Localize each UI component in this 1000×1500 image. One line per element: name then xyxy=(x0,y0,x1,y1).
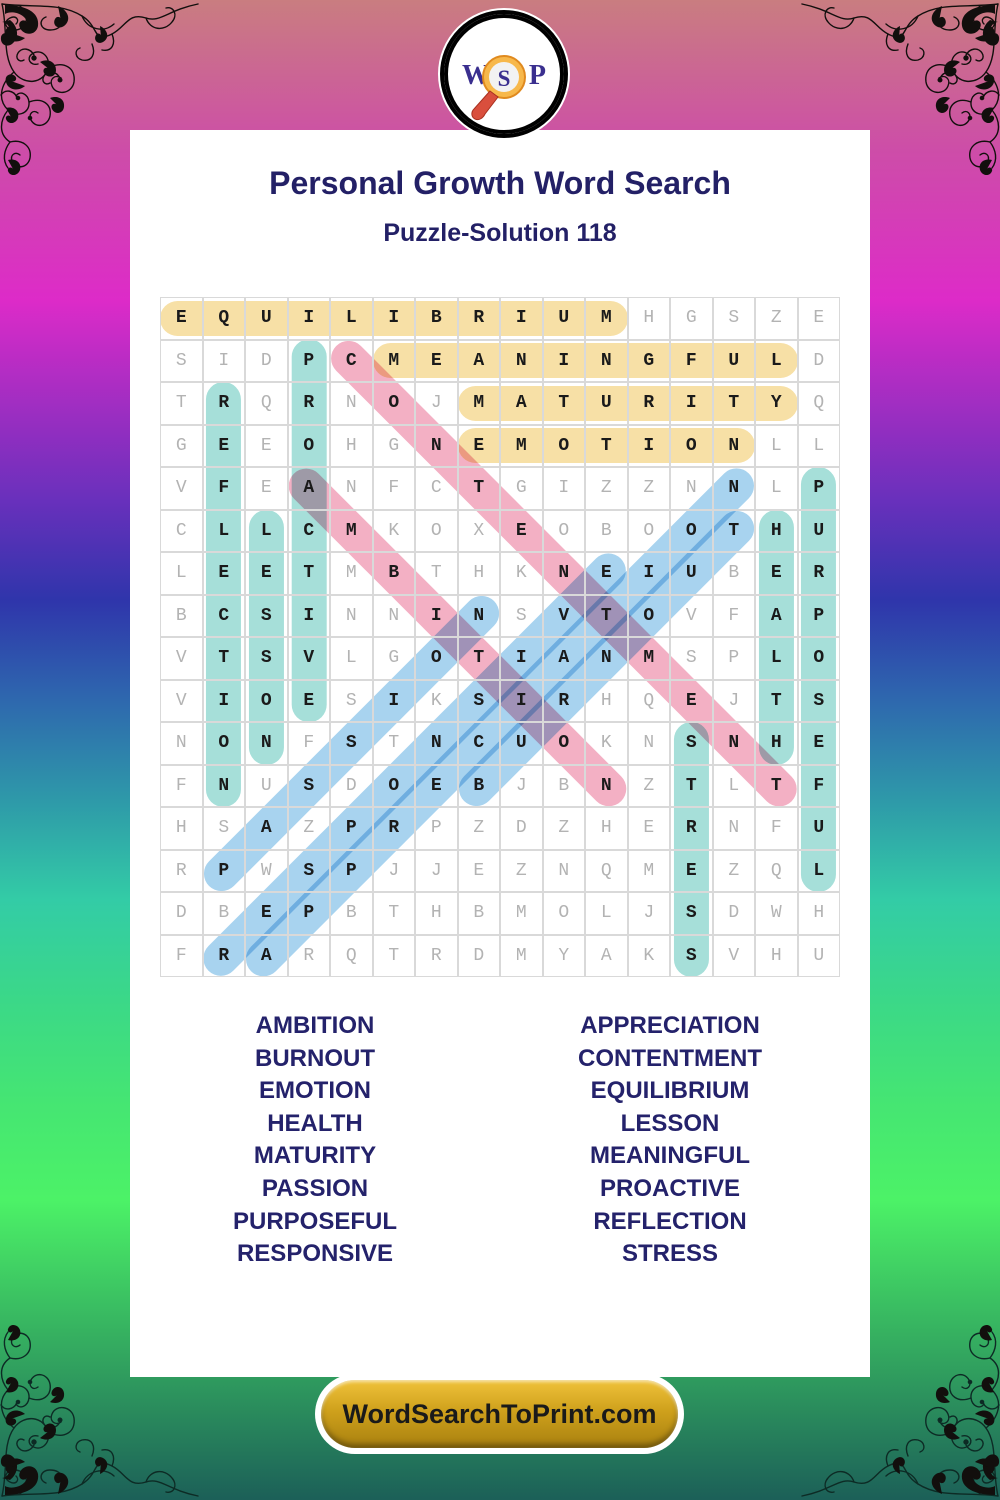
svg-text:S: S xyxy=(498,66,511,91)
svg-text:P: P xyxy=(529,60,546,91)
